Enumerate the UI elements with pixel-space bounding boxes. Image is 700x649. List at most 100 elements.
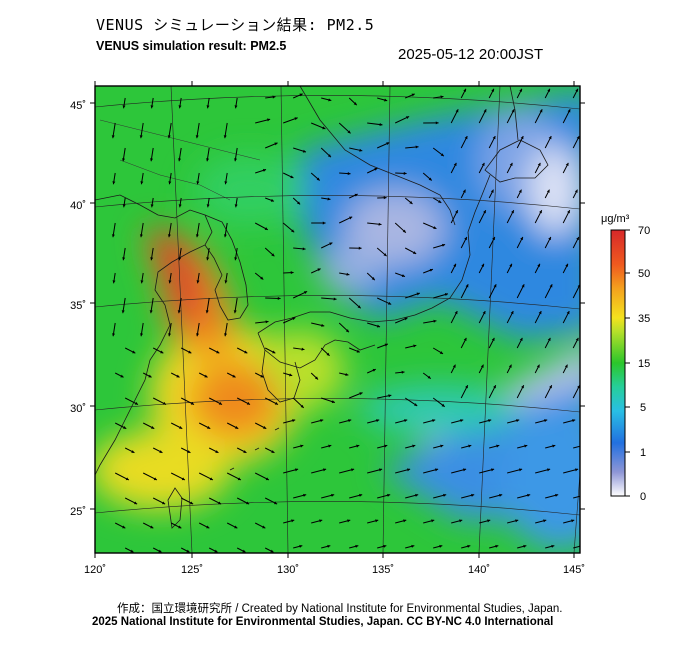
wind-arrow-head <box>177 310 181 314</box>
wind-arrow-head <box>112 333 116 337</box>
wind-arrow-head <box>471 493 475 497</box>
colorbar-tick-50: 50 <box>638 268 650 280</box>
wind-arrow-head <box>516 419 520 423</box>
wind-arrow-head <box>441 403 445 407</box>
wind-arrow-head <box>511 109 515 113</box>
wind-arrow-head <box>150 105 154 109</box>
wind-arrow-head <box>112 280 116 284</box>
wind-arrow-head <box>178 158 182 162</box>
wind-arrow-head <box>355 544 359 548</box>
wind-arrow-head <box>263 425 267 429</box>
wind-arrow-head <box>404 419 408 423</box>
wind-arrow-head <box>123 425 127 429</box>
wind-arrow-head <box>260 276 264 280</box>
wind-arrow-head <box>387 493 391 497</box>
wind-arrow-shaft <box>573 545 580 549</box>
wind-arrow-head <box>300 444 304 448</box>
wind-arrow-head <box>359 392 363 396</box>
wind-arrow-head <box>300 404 304 408</box>
wind-arrow-head <box>496 444 500 448</box>
forecast-timestamp: 2025-05-12 20:00JST <box>398 46 544 63</box>
wind-arrow-head <box>140 181 144 185</box>
coastline <box>257 174 491 334</box>
wind-arrow-head <box>459 519 463 523</box>
wind-arrow-head <box>265 477 269 481</box>
lat-label-25: 25˚ <box>70 506 86 518</box>
wind-arrow-head <box>460 419 464 423</box>
credit-line: 作成：国立環境研究所 / Created by National Institu… <box>117 603 563 615</box>
coastline <box>204 214 249 321</box>
wind-arrow-head <box>572 419 576 423</box>
wind-arrow-head <box>196 181 200 185</box>
wind-arrow-head <box>463 88 467 92</box>
wind-arrow-head <box>439 544 443 548</box>
wind-arrow-head <box>359 148 363 152</box>
wind-arrow-head <box>463 337 467 342</box>
wind-arrow-head <box>195 135 199 139</box>
wind-arrow-head <box>552 444 556 448</box>
wind-arrow-head <box>465 385 468 389</box>
colorbar-tick-35: 35 <box>638 313 650 325</box>
wind-arrow-head <box>303 291 308 294</box>
wind-arrow-head <box>464 136 468 140</box>
wind-arrow-head <box>432 419 436 423</box>
wind-arrow-head <box>292 317 296 321</box>
wind-arrow-head <box>412 251 417 254</box>
wind-arrow-head <box>565 263 569 267</box>
wind-arrow-head <box>520 136 524 140</box>
wind-arrow-head <box>299 93 303 97</box>
wind-arrow-head <box>465 284 469 288</box>
wind-arrow-head <box>376 419 380 423</box>
wind-arrow-head <box>206 525 210 529</box>
wind-arrow-head <box>523 544 527 548</box>
wind-arrow-head <box>178 257 182 261</box>
wind-arrow-head <box>189 501 194 505</box>
wind-arrow-head <box>509 162 513 167</box>
title-english: VENUS simulation result: PM2.5 <box>96 39 287 53</box>
wind-arrow-head <box>302 247 306 251</box>
wind-arrow-head <box>290 271 294 275</box>
wind-arrow-head <box>233 310 237 314</box>
wind-arrow-head <box>139 234 143 238</box>
wind-arrow-head <box>187 450 191 453</box>
wind-arrow-head <box>409 200 413 204</box>
coastline <box>229 467 235 471</box>
wind-arrow-head <box>453 162 457 167</box>
wind-arrow-head <box>349 216 353 220</box>
wind-arrow-head <box>351 468 355 472</box>
wind-arrow-head <box>347 130 351 134</box>
wind-arrow-head <box>331 493 335 497</box>
border-line <box>99 119 261 161</box>
wind-arrow-head <box>575 337 579 342</box>
wind-arrow-head <box>277 296 281 300</box>
wind-arrow-head <box>133 501 138 505</box>
wind-arrow-head <box>205 310 209 314</box>
lon-label-120: 120˚ <box>84 564 106 576</box>
wind-arrow-head <box>467 544 471 548</box>
longitude-line <box>478 86 501 553</box>
lat-label-30: 30˚ <box>70 403 86 415</box>
lon-label-135: 135˚ <box>372 564 394 576</box>
wind-arrow-head <box>234 525 238 529</box>
wind-arrow-head <box>524 444 528 448</box>
wind-arrow-head <box>292 419 296 423</box>
wind-arrow-head <box>499 493 503 497</box>
wind-arrow-head <box>333 297 337 301</box>
colorbar-unit: μg/m³ <box>601 213 630 225</box>
wind-arrow-head <box>272 95 276 99</box>
wind-arrow-head <box>429 268 433 272</box>
wind-arrow-head <box>407 468 411 472</box>
wind-arrow-head <box>433 319 437 323</box>
wind-arrow-head <box>480 364 484 368</box>
wind-arrow-head <box>294 117 298 121</box>
wind-arrow-head <box>262 525 266 529</box>
wind-arrow-shaft <box>573 445 580 449</box>
wind-arrow-head <box>547 468 551 472</box>
wind-arrow-head <box>150 204 154 208</box>
wind-arrow-head <box>521 284 525 288</box>
wind-arrow-head <box>454 311 458 315</box>
wind-arrow-head <box>290 175 294 179</box>
wind-arrow-head <box>435 468 439 472</box>
wind-arrow-head <box>386 142 390 146</box>
